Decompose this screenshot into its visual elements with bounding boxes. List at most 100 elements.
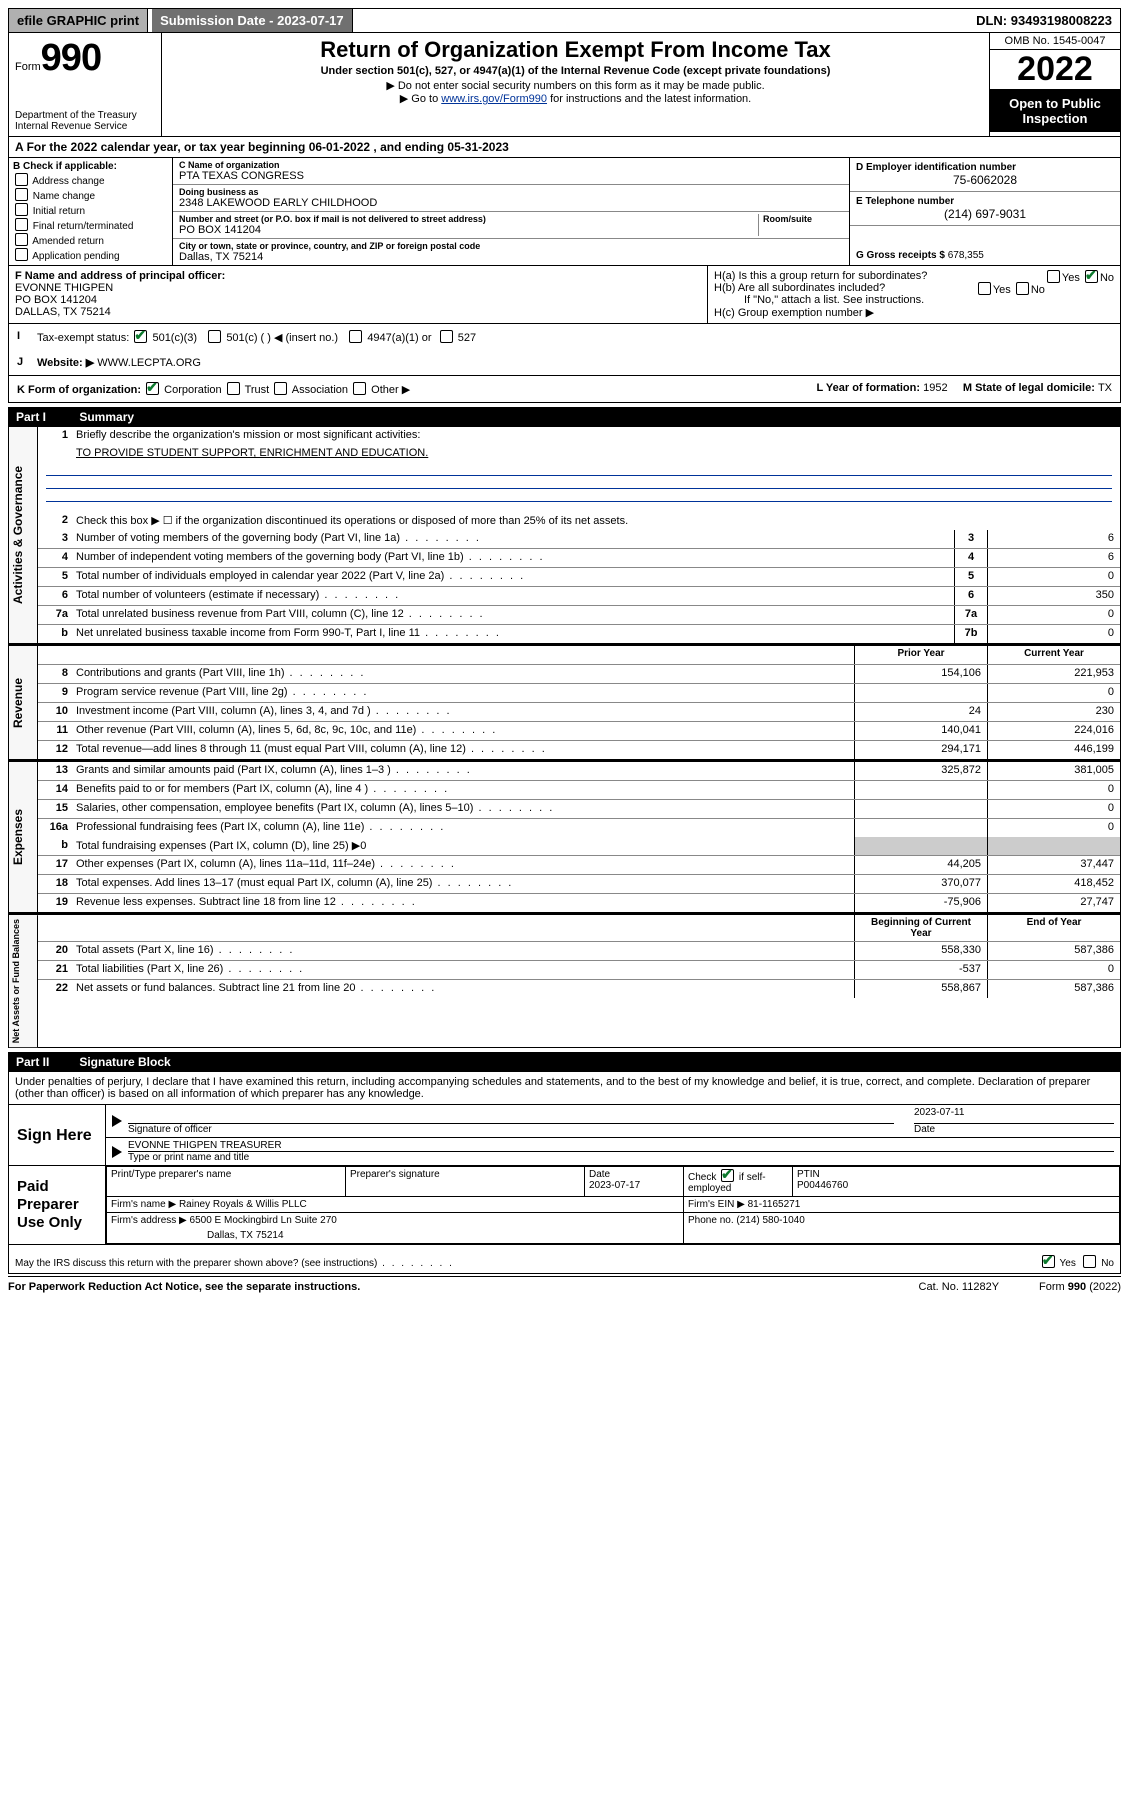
entity-block: B Check if applicable: Address change Na… [8,158,1121,266]
prior-year-header: Prior Year [854,646,987,664]
mission-blank-line [46,463,1112,476]
governance-section: Activities & Governance 1Briefly describ… [8,427,1121,644]
officer-addr2: DALLAS, TX 75214 [15,306,701,318]
date-label: Date [914,1124,1114,1135]
table-row: 4Number of independent voting members of… [38,549,1120,568]
form-label: Form [15,61,41,73]
gross-receipts-value: 678,355 [948,250,984,261]
dba-value: 2348 LAKEWOOD EARLY CHILDHOOD [179,197,843,209]
form-subtitle: Under section 501(c), 527, or 4947(a)(1)… [166,65,985,77]
checkbox-final-return[interactable]: Final return/terminated [13,218,168,233]
current-year-header: Current Year [987,646,1120,664]
footer-catalog: Cat. No. 11282Y [919,1281,1000,1293]
org-name-label: C Name of organization [179,160,843,170]
governance-side-label: Activities & Governance [9,427,38,643]
phone-label: E Telephone number [856,196,954,207]
checkbox-501c3[interactable] [134,330,147,343]
street-label: Number and street (or P.O. box if mail i… [179,214,758,224]
checkbox-amended-return[interactable]: Amended return [13,233,168,248]
revenue-side-label: Revenue [9,646,38,759]
table-row: 5Total number of individuals employed in… [38,568,1120,587]
firm-name: Rainey Royals & Willis PLLC [179,1199,307,1210]
checkbox-address-change[interactable]: Address change [13,173,168,188]
street-value: PO BOX 141204 [179,224,758,236]
public-inspection-badge: Open to Public Inspection [990,90,1120,132]
year-formation: 1952 [923,382,947,394]
ein-label: D Employer identification number [856,162,1016,173]
col-b-label: B Check if applicable: [13,160,168,173]
firm-ein: 81-1165271 [748,1199,801,1210]
mission-blank-line [46,476,1112,489]
period-end: 05-31-2023 [447,140,508,154]
checkbox-discuss-no[interactable] [1083,1255,1096,1268]
submission-date-button[interactable]: Submission Date - 2023-07-17 [152,9,353,32]
table-row: 7aTotal unrelated business revenue from … [38,606,1120,625]
row-j-website: J Website: ▶ WWW.LECPTA.ORG [8,350,1121,376]
signature-label: Signature of officer [128,1124,894,1135]
footer-form: Form 990 (2022) [1039,1281,1121,1293]
row-f-h: F Name and address of principal officer:… [8,266,1121,324]
city-value: Dallas, TX 75214 [179,251,843,263]
form-number: 990 [41,37,101,79]
table-row: 18Total expenses. Add lines 13–17 (must … [38,875,1120,894]
arrow-icon [112,1115,122,1127]
website-value: WWW.LECPTA.ORG [97,357,201,369]
end-year-header: End of Year [987,915,1120,941]
checkbox-4947[interactable] [349,330,362,343]
firm-phone: (214) 580-1040 [736,1215,804,1226]
paid-preparer-row: Paid Preparer Use Only Print/Type prepar… [9,1165,1120,1244]
column-c-org-info: C Name of organization PTA TEXAS CONGRES… [173,158,849,265]
checkbox-other[interactable] [353,382,366,395]
tax-period-row: A For the 2022 calendar year, or tax yea… [8,137,1121,158]
table-row: 19Revenue less expenses. Subtract line 1… [38,894,1120,912]
part1-header: Part I Summary [8,407,1121,427]
checkbox-527[interactable] [440,330,453,343]
table-row: 12Total revenue—add lines 8 through 11 (… [38,741,1120,759]
table-row: 11Other revenue (Part VIII, column (A), … [38,722,1120,741]
table-row: 8Contributions and grants (Part VIII, li… [38,665,1120,684]
dln: DLN: 93493198008223 [968,9,1120,32]
checkbox-hb-yes[interactable] [978,282,991,295]
sign-here-label: Sign Here [9,1105,105,1165]
table-row: 20Total assets (Part X, line 16)558,3305… [38,942,1120,961]
checkbox-trust[interactable] [227,382,240,395]
table-row: 9Program service revenue (Part VIII, lin… [38,684,1120,703]
table-row: 17Other expenses (Part IX, column (A), l… [38,856,1120,875]
checkbox-discuss-yes[interactable] [1042,1255,1055,1268]
checkbox-initial-return[interactable]: Initial return [13,203,168,218]
checkbox-ha-yes[interactable] [1047,270,1060,283]
form-title: Return of Organization Exempt From Incom… [166,37,985,63]
room-label: Room/suite [763,214,843,224]
name-title-label: Type or print name and title [128,1152,1114,1163]
header-right: OMB No. 1545-0047 2022 Open to Public In… [989,33,1120,136]
netassets-side-label: Net Assets or Fund Balances [9,915,38,1047]
sign-date: 2023-07-11 [914,1107,1114,1124]
table-row: 10Investment income (Part VIII, column (… [38,703,1120,722]
efile-print-button[interactable]: efile GRAPHIC print [9,9,148,32]
checkbox-hb-no[interactable] [1016,282,1029,295]
checkbox-application-pending[interactable]: Application pending [13,248,168,263]
part2-header: Part II Signature Block [8,1052,1121,1072]
form-info1: ▶ Do not enter social security numbers o… [166,79,985,92]
checkbox-501c[interactable] [208,330,221,343]
paid-preparer-label: Paid Preparer Use Only [9,1166,105,1244]
table-row: 3Number of voting members of the governi… [38,530,1120,549]
checkbox-corporation[interactable] [146,382,159,395]
group-return-info: H(a) Is this a group return for subordin… [707,266,1120,323]
checkbox-name-change[interactable]: Name change [13,188,168,203]
org-name: PTA TEXAS CONGRESS [179,170,843,182]
table-row: 14Benefits paid to or for members (Part … [38,781,1120,800]
department-label: Department of the Treasury Internal Reve… [15,110,155,132]
table-row: 22Net assets or fund balances. Subtract … [38,980,1120,998]
checkbox-self-employed[interactable] [721,1169,734,1182]
table-row: 15Salaries, other compensation, employee… [38,800,1120,819]
dln-label: DLN: [976,13,1011,28]
form-info2: ▶ Go to www.irs.gov/Form990 for instruct… [166,92,985,105]
checkbox-association[interactable] [274,382,287,395]
checkbox-ha-no[interactable] [1085,270,1098,283]
header-center: Return of Organization Exempt From Incom… [162,33,989,136]
state-domicile: TX [1098,382,1112,394]
dba-label: Doing business as [179,187,843,197]
table-row: 21Total liabilities (Part X, line 26)-53… [38,961,1120,980]
irs-link[interactable]: www.irs.gov/Form990 [441,93,547,105]
